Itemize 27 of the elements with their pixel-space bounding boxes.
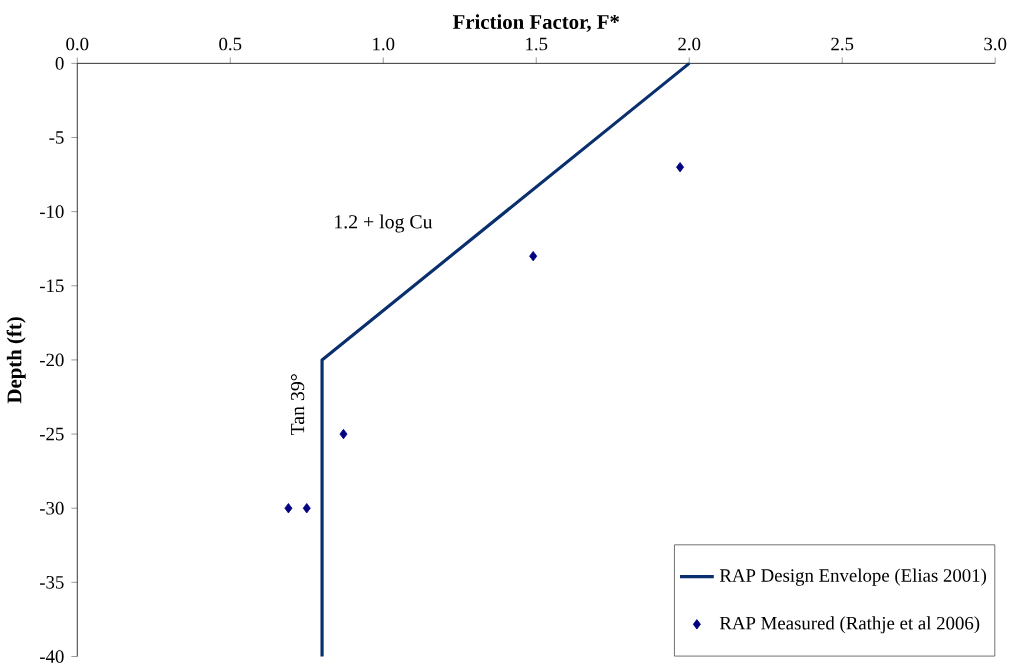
x-tick-label: 1.0	[373, 37, 395, 51]
x-tick-label: 2.5	[831, 37, 854, 51]
x-tick-label: 0.5	[219, 37, 242, 51]
point	[284, 502, 293, 514]
y-tick-label: 0	[55, 56, 64, 70]
y-tick-label: -15	[39, 279, 64, 292]
annotation: 1.2 + log Cu	[335, 214, 433, 233]
x-axis-title: Friction Factor, F*	[452, 14, 620, 32]
point	[302, 502, 311, 514]
x-tick-label: 0.0	[66, 37, 89, 51]
annotation: Tan 39°	[290, 374, 305, 435]
y-tick-label: -10	[39, 205, 64, 218]
y-tick-label: -20	[39, 353, 64, 367]
point	[339, 428, 348, 440]
point	[529, 250, 538, 262]
y-tick-label: -35	[39, 575, 64, 589]
y-axis-title: Depth (ft)	[6, 317, 26, 403]
x-tick-label: 2.0	[678, 37, 701, 51]
y-tick-label: -5	[49, 131, 64, 144]
x-tick-label: 1.5	[526, 37, 548, 51]
x-tick-label: 3.0	[984, 37, 1007, 51]
y-tick-label: -25	[39, 427, 64, 441]
legend-label: RAP Design Envelope (Elias 2001)	[719, 568, 987, 586]
y-tick-label: -30	[39, 501, 64, 515]
y-tick-label: -40	[39, 649, 64, 663]
legend-label: RAP Measured (Rathje et al 2006)	[719, 616, 980, 634]
point	[676, 161, 685, 173]
